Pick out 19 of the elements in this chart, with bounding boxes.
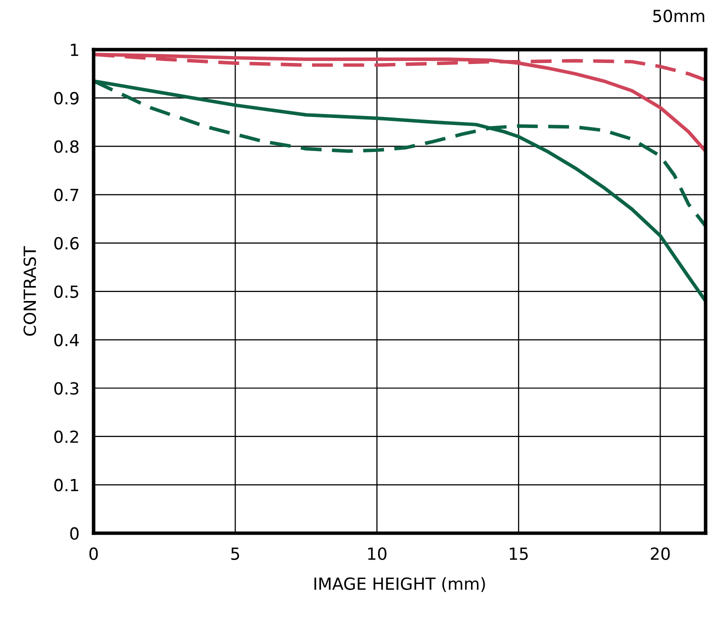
y-tick-label: 0	[70, 527, 79, 540]
y-tick-label: 0.8	[54, 140, 79, 153]
y-tick-label: 1	[70, 44, 78, 56]
x-tick-label: 5	[231, 548, 240, 560]
y-tick-label: 0.2	[54, 430, 78, 444]
x-tick-label: 10	[368, 547, 386, 560]
y-tick-label: 0.4	[54, 334, 79, 346]
y-tick-label: 0.5	[54, 285, 78, 298]
y-tick-label: 0.3	[54, 382, 78, 395]
x-axis-title: IMAGE HEIGHT (mm)	[314, 577, 485, 592]
y-tick-label: 0.1	[54, 478, 78, 492]
y-tick-label: 0.9	[54, 92, 79, 105]
x-tick-label: 15	[510, 548, 528, 560]
text: 50mm	[653, 10, 704, 22]
y-tick-label: 0.6	[54, 237, 79, 250]
x-tick-label: 20	[650, 547, 670, 560]
y-tick-label: 0.7	[54, 188, 78, 202]
x-tick-label: 0	[89, 547, 98, 560]
y-axis-title: CONTRAST	[23, 246, 36, 336]
